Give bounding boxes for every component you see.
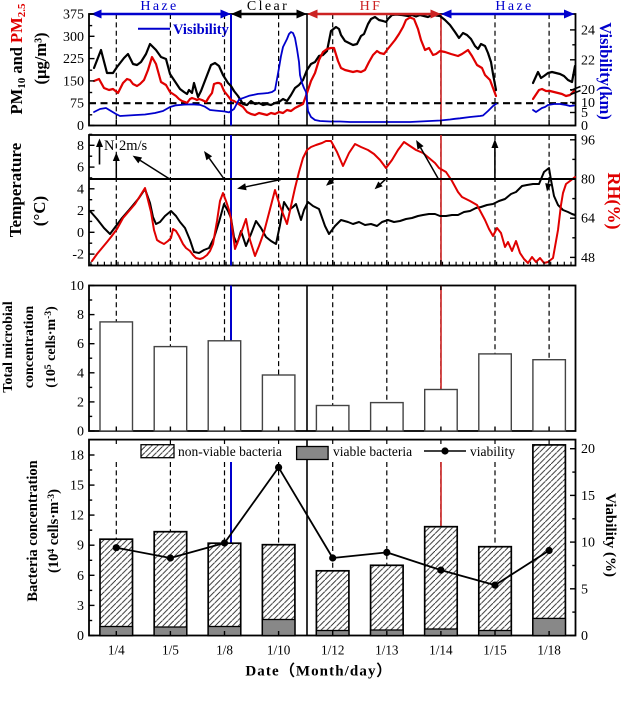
svg-text:150: 150 <box>63 74 84 89</box>
svg-text:15: 15 <box>70 479 84 494</box>
svg-text:Haze: Haze <box>495 0 533 14</box>
svg-text:1/10: 1/10 <box>267 643 291 658</box>
svg-text:48: 48 <box>581 251 595 266</box>
svg-text:4: 4 <box>77 366 84 381</box>
svg-text:1/5: 1/5 <box>162 643 179 658</box>
svg-text:20: 20 <box>581 442 595 457</box>
svg-text:HF: HF <box>360 0 383 14</box>
svg-text:0: 0 <box>77 119 84 134</box>
svg-text:9: 9 <box>77 539 84 554</box>
svg-text:1/15: 1/15 <box>483 643 507 658</box>
svg-text:1/4: 1/4 <box>108 643 125 658</box>
svg-text:300: 300 <box>63 30 84 45</box>
svg-text:RH(%): RH(%) <box>603 173 624 230</box>
svg-text:64: 64 <box>581 212 595 227</box>
svg-text:(°C): (°C) <box>30 196 49 226</box>
svg-text:1/8: 1/8 <box>216 643 233 658</box>
svg-text:96: 96 <box>581 133 595 148</box>
svg-text:viability: viability <box>470 444 515 459</box>
svg-text:Viability (%): Viability (%) <box>602 493 618 577</box>
svg-text:1/18: 1/18 <box>537 643 561 658</box>
svg-text:15: 15 <box>581 489 595 504</box>
svg-text:N: N <box>104 138 115 154</box>
svg-text:2: 2 <box>77 395 84 410</box>
svg-text:1/12: 1/12 <box>321 643 344 658</box>
svg-text:375: 375 <box>63 8 84 23</box>
svg-text:Bacteria concentration: Bacteria concentration <box>25 460 41 601</box>
svg-text:0: 0 <box>581 119 588 134</box>
svg-text:75: 75 <box>70 97 84 112</box>
svg-text:Haze: Haze <box>140 0 178 14</box>
svg-text:non-viable bacteria: non-viable bacteria <box>178 444 282 459</box>
svg-text:PM10 and PM2.5: PM10 and PM2.5 <box>7 3 28 114</box>
svg-text:0: 0 <box>581 629 588 644</box>
svg-text:22: 22 <box>581 53 595 68</box>
svg-text:0: 0 <box>77 226 84 241</box>
svg-text:5: 5 <box>581 582 588 597</box>
svg-text:6: 6 <box>77 337 84 352</box>
svg-text:5: 5 <box>581 106 588 121</box>
svg-text:0: 0 <box>77 425 84 440</box>
svg-text:18: 18 <box>70 449 84 464</box>
svg-text:Temperature: Temperature <box>6 142 25 237</box>
svg-text:10: 10 <box>581 96 595 111</box>
svg-text:80: 80 <box>581 173 595 188</box>
svg-text:Total microbial: Total microbial <box>1 301 16 393</box>
svg-text:20: 20 <box>581 83 595 98</box>
svg-text:3: 3 <box>77 599 84 614</box>
svg-text:1/13: 1/13 <box>375 643 399 658</box>
svg-text:24: 24 <box>581 23 595 38</box>
svg-text:Clear: Clear <box>247 0 289 14</box>
svg-text:2m/s: 2m/s <box>119 138 148 154</box>
svg-text:225: 225 <box>63 52 84 67</box>
svg-text:Date（Month/day）: Date（Month/day） <box>245 662 392 680</box>
svg-text:0: 0 <box>77 629 84 644</box>
svg-text:12: 12 <box>70 509 84 524</box>
svg-text:8: 8 <box>77 139 84 154</box>
svg-text:2: 2 <box>77 204 84 219</box>
svg-text:6: 6 <box>77 161 84 176</box>
svg-text:10: 10 <box>581 536 595 551</box>
svg-text:6: 6 <box>77 569 84 584</box>
svg-text:4: 4 <box>77 182 84 197</box>
svg-text:(µg/m³): (µg/m³) <box>31 32 50 84</box>
svg-text:8: 8 <box>77 308 84 323</box>
svg-text:viable bacteria: viable bacteria <box>333 444 412 459</box>
svg-text:1/14: 1/14 <box>429 643 453 658</box>
svg-text:10: 10 <box>70 279 84 294</box>
svg-text:Visibility(km): Visibility(km) <box>596 22 615 119</box>
svg-text:Visibility: Visibility <box>173 22 230 38</box>
svg-text:-2: -2 <box>72 248 84 263</box>
svg-text:concentration: concentration <box>22 306 37 389</box>
